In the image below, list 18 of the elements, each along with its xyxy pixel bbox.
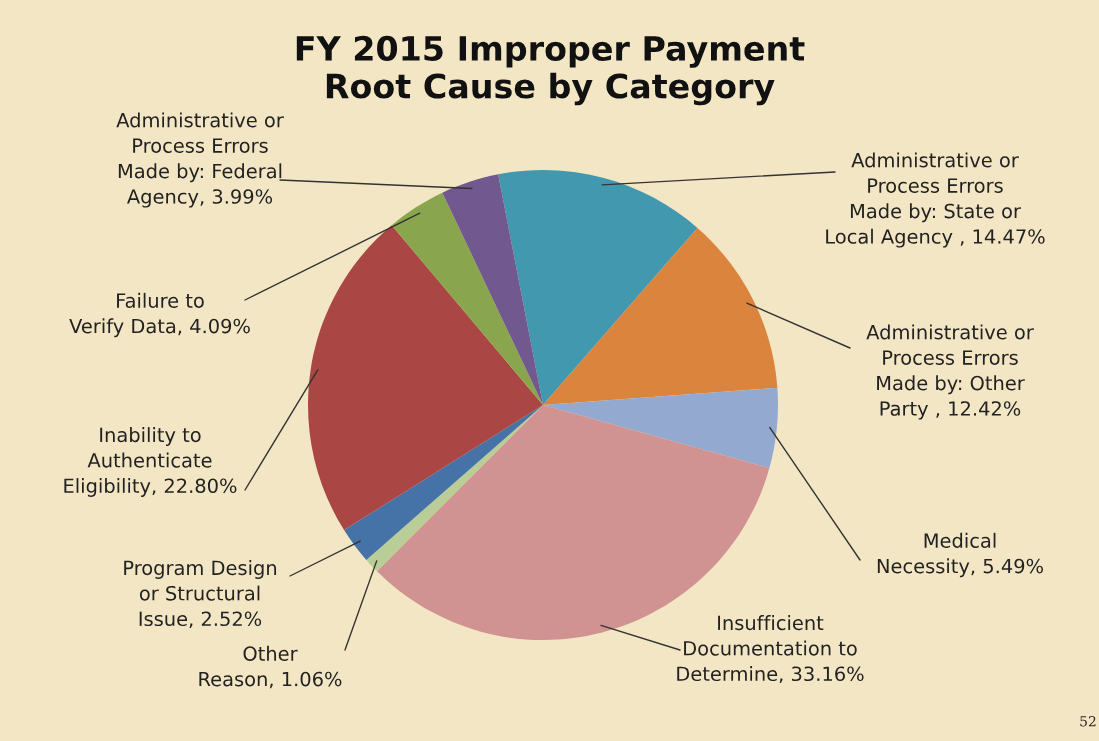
- slice-label: Medical Necessity, 5.49%: [877, 532, 1043, 578]
- pie-slice: [543, 387, 778, 469]
- slice-label: Insufficient Documentation to Determine, 33.16%: [677, 615, 864, 684]
- chart-title: FY 2015 Improper Payment Root Cause by Category: [296, 35, 805, 106]
- slice-label: Inability to Authenticate Eligibility, 22.80%: [64, 427, 237, 497]
- pie-slice: [543, 227, 778, 405]
- pie-slice: [391, 192, 543, 405]
- slice-label: Program Design or Structural Issue, 2.52%: [124, 560, 277, 629]
- slice-label: Administrative or Process Errors Made by: Federal Agency, 3.99%: [116, 112, 284, 208]
- pie-slice: [498, 170, 698, 405]
- slice-label: Failure to Verify Data, 4.09%: [69, 292, 250, 338]
- pie-slice: [442, 174, 543, 405]
- slice-label: Administrative or Process Errors Made by: State or Local Agency , 14.47%: [826, 152, 1045, 248]
- slice-label: Other Reason, 1.06%: [199, 645, 342, 689]
- text: 52: [1080, 716, 1096, 727]
- slice-label: Administrative or Process Errors Made by: Other Party , 12.42%: [866, 324, 1034, 420]
- pie-slice: [308, 225, 543, 531]
- pie-slice: [344, 405, 543, 560]
